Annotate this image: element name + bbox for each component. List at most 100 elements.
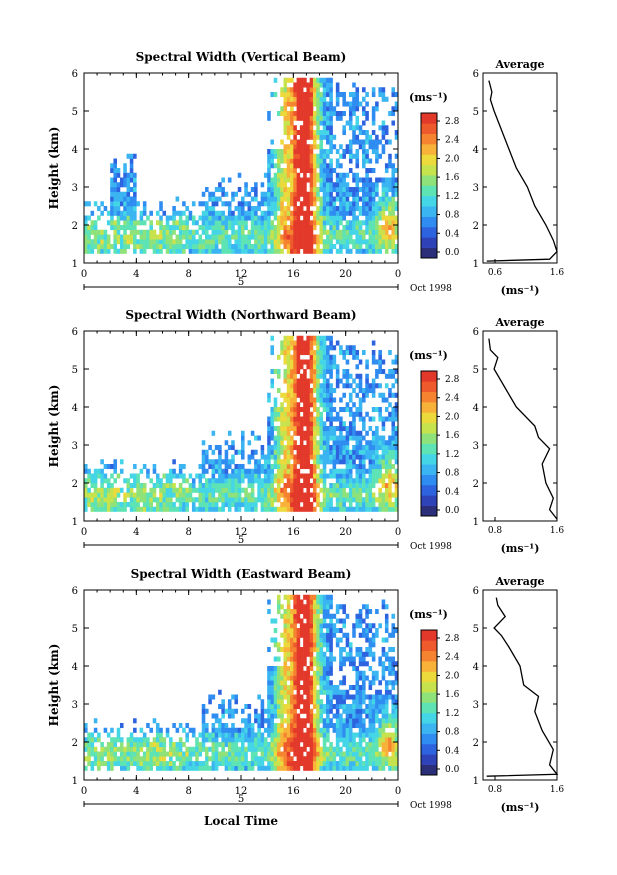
heatmap-cell xyxy=(309,134,314,140)
heatmap-cell xyxy=(241,220,245,226)
heatmap-cell xyxy=(129,177,134,183)
heatmap-cell xyxy=(87,497,91,503)
heatmap-cell xyxy=(218,756,222,762)
heatmap-cell xyxy=(224,464,229,470)
heatmap-cell xyxy=(273,506,278,512)
heatmap-cell xyxy=(329,187,333,193)
heatmap-cell xyxy=(296,229,301,235)
heatmap-cell xyxy=(205,215,209,221)
heatmap-cell xyxy=(348,229,353,235)
heatmap-cell xyxy=(391,206,396,212)
heatmap-cell xyxy=(97,244,101,250)
heatmap-cell xyxy=(198,239,203,245)
heatmap-cell xyxy=(244,746,248,752)
heatmap-cell xyxy=(290,708,294,714)
heatmap-cell xyxy=(309,378,314,384)
heatmap-cell xyxy=(388,445,392,451)
heatmap-cell xyxy=(123,239,127,245)
heatmap-cell xyxy=(319,172,324,178)
heatmap-cell xyxy=(319,623,324,629)
heatmap-cell xyxy=(267,666,271,672)
heatmap-cell xyxy=(339,454,343,460)
heatmap-cell xyxy=(205,468,209,474)
heatmap-cell xyxy=(283,632,288,638)
heatmap-cell xyxy=(332,464,337,470)
heatmap-cell xyxy=(296,685,301,691)
heatmap-cell xyxy=(286,656,291,662)
heatmap-cell xyxy=(299,751,304,757)
heatmap-cell xyxy=(133,182,137,188)
heatmap-cell xyxy=(296,244,301,250)
heatmap-cell xyxy=(352,454,356,460)
heatmap-cell xyxy=(276,675,281,681)
heatmap-cell xyxy=(257,487,261,493)
heatmap-cell xyxy=(201,449,206,455)
heatmap-cell xyxy=(293,445,297,451)
heatmap-cell xyxy=(247,210,252,216)
heatmap-cell xyxy=(326,369,330,375)
heatmap-cell xyxy=(283,435,288,441)
heatmap-cell xyxy=(205,239,209,245)
heatmap-cell xyxy=(306,115,310,121)
heatmap-cell xyxy=(319,248,324,254)
heatmap-cell xyxy=(388,411,392,417)
heatmap-cell xyxy=(362,111,366,117)
heatmap-cell xyxy=(290,464,294,470)
heatmap-cell xyxy=(368,478,373,484)
heatmap-cell xyxy=(345,642,350,648)
heatmap-cell xyxy=(237,449,242,455)
heatmap-cell xyxy=(84,737,88,743)
heatmap-cell xyxy=(263,497,268,503)
heatmap-cell xyxy=(326,765,330,771)
heatmap-cell xyxy=(273,675,278,681)
heatmap-cell xyxy=(218,473,222,479)
heatmap-cell xyxy=(290,158,294,164)
heatmap-cell xyxy=(371,737,376,743)
heatmap-cell xyxy=(119,210,124,216)
heatmap-cell xyxy=(378,411,382,417)
heatmap-cell xyxy=(384,440,389,446)
heatmap-cell xyxy=(335,604,340,610)
heatmap-cell xyxy=(381,765,386,771)
heatmap-cell xyxy=(227,502,232,508)
heatmap-cell xyxy=(384,177,389,183)
heatmap-cell xyxy=(139,487,144,493)
heatmap-cell xyxy=(299,187,304,193)
heatmap-cell xyxy=(378,623,382,629)
heatmap-cell xyxy=(384,449,389,455)
heatmap-cell xyxy=(169,506,173,512)
heatmap-cell xyxy=(329,172,333,178)
heatmap-cell xyxy=(362,144,366,150)
heatmap-cell xyxy=(326,609,330,615)
heatmap-cell xyxy=(205,201,209,207)
heatmap-cell xyxy=(296,454,301,460)
heatmap-cell xyxy=(322,680,327,686)
colorbar-unit: (ms⁻¹) xyxy=(409,349,448,362)
heatmap-cell xyxy=(316,144,320,150)
heatmap-cell xyxy=(309,723,314,729)
heatmap-cell xyxy=(267,397,271,403)
heatmap-cell xyxy=(381,369,386,375)
heatmap-cell xyxy=(312,196,317,202)
heatmap-cell xyxy=(208,206,212,212)
heatmap-cell xyxy=(303,594,307,600)
heatmap-cell xyxy=(290,96,294,102)
heatmap-cell xyxy=(185,737,189,743)
heatmap-cell xyxy=(342,445,346,451)
heatmap-cell xyxy=(159,742,163,748)
heatmap-cell xyxy=(358,751,363,757)
heatmap-cell xyxy=(152,497,157,503)
heatmap-cell xyxy=(303,628,307,634)
heatmap-cell xyxy=(191,765,196,771)
heatmap-cell xyxy=(267,670,271,676)
heatmap-cell xyxy=(205,234,209,240)
heatmap-cell xyxy=(306,732,310,738)
heatmap-cell xyxy=(319,234,324,240)
heatmap-cell xyxy=(352,708,356,714)
heatmap-cell xyxy=(155,506,160,512)
heatmap-cell xyxy=(263,459,268,465)
heatmap-cell xyxy=(286,642,291,648)
heatmap-cell xyxy=(241,239,245,245)
heatmap-cell xyxy=(381,742,386,748)
heatmap-cell xyxy=(348,139,353,145)
